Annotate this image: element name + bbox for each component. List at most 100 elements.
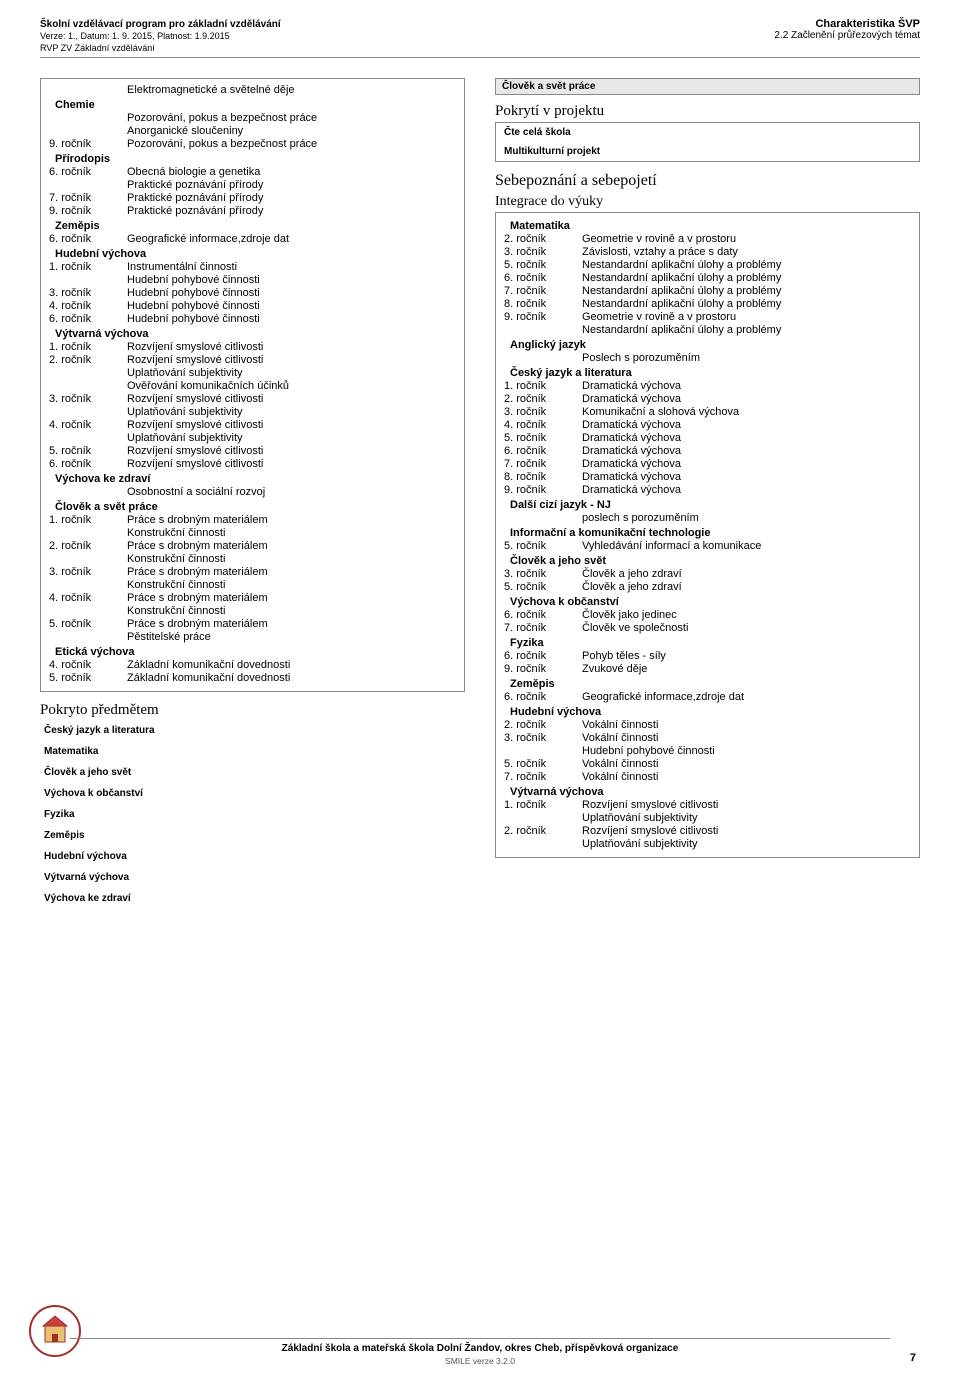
grade-label: 2. ročník bbox=[504, 233, 582, 245]
topic-row: Ověřování komunikačních účinků bbox=[49, 380, 456, 392]
grade-label: 6. ročník bbox=[504, 272, 582, 284]
topic-label: Uplatňování subjektivity bbox=[127, 367, 456, 379]
topic-label: Konstrukční činnosti bbox=[127, 527, 456, 539]
pokryto-list: Český jazyk a literaturaMatematikaČlověk… bbox=[40, 725, 465, 904]
topic-label: Dramatická výchova bbox=[582, 393, 911, 405]
topic-label: Geometrie v rovině a v prostoru bbox=[582, 311, 911, 323]
topic-label: Rozvíjení smyslové citlivosti bbox=[127, 341, 456, 353]
topic-row: 6. ročníkDramatická výchova bbox=[504, 445, 911, 457]
topic-label: Konstrukční činnosti bbox=[127, 553, 456, 565]
grade-label: 5. ročník bbox=[504, 758, 582, 770]
grade-label: 6. ročník bbox=[49, 233, 127, 245]
topic-label: Práce s drobným materiálem bbox=[127, 618, 456, 630]
topic-label: Hudební pohybové činnosti bbox=[582, 745, 911, 757]
topic-label: Praktické poznávání přírody bbox=[127, 192, 456, 204]
brand-title: Charakteristika ŠVP bbox=[774, 18, 920, 30]
topic-row: 6. ročníkPohyb těles - síly bbox=[504, 650, 911, 662]
cte-wrap: Čte celá škola Multikulturní projekt bbox=[495, 122, 920, 162]
topic-label: Konstrukční činnosti bbox=[127, 579, 456, 591]
topic-label: Praktické poznávání přírody bbox=[127, 205, 456, 217]
right-topics-block: Matematika2. ročníkGeometrie v rovině a … bbox=[495, 212, 920, 858]
topic-label: Geometrie v rovině a v prostoru bbox=[582, 233, 911, 245]
topic-label: Dramatická výchova bbox=[582, 432, 911, 444]
topic-label: Hudební pohybové činnosti bbox=[127, 300, 456, 312]
topic-label: Rozvíjení smyslové citlivosti bbox=[127, 419, 456, 431]
grade-label: 2. ročník bbox=[504, 825, 582, 837]
subject-heading: Další cizí jazyk - NJ bbox=[504, 499, 911, 511]
topic-label: Geografické informace,zdroje dat bbox=[127, 233, 456, 245]
topic-row: 6. ročníkGeografické informace,zdroje da… bbox=[49, 233, 456, 245]
grade-label bbox=[504, 745, 582, 757]
topic-row: 2. ročníkGeometrie v rovině a v prostoru bbox=[504, 233, 911, 245]
subject-heading: Výchova k občanství bbox=[504, 596, 911, 608]
topic-label: Práce s drobným materiálem bbox=[127, 566, 456, 578]
grade-label: 4. ročník bbox=[49, 592, 127, 604]
topic-label: Rozvíjení smyslové citlivosti bbox=[582, 799, 911, 811]
subject-heading: Hudební výchova bbox=[504, 706, 911, 718]
topic-row: Konstrukční činnosti bbox=[49, 605, 456, 617]
topic-label: Geografické informace,zdroje dat bbox=[582, 691, 911, 703]
topic-label: Pozorování, pokus a bezpečnost práce bbox=[127, 138, 456, 150]
topic-label: Konstrukční činnosti bbox=[127, 605, 456, 617]
grade-label bbox=[49, 179, 127, 191]
subject-heading: Etická výchova bbox=[49, 646, 456, 658]
topic-label: Rozvíjení smyslové citlivosti bbox=[127, 354, 456, 366]
grade-label: 9. ročník bbox=[504, 484, 582, 496]
grade-label: 6. ročník bbox=[504, 445, 582, 457]
grade-label: 5. ročník bbox=[504, 259, 582, 271]
topic-row: 3. ročníkHudební pohybové činnosti bbox=[49, 287, 456, 299]
cte-item: Multikulturní projekt bbox=[495, 142, 920, 162]
topic-label: Ověřování komunikačních účinků bbox=[127, 380, 456, 392]
grade-label bbox=[504, 512, 582, 524]
topic-label: Dramatická výchova bbox=[582, 445, 911, 457]
grade-label bbox=[49, 406, 127, 418]
subject-heading: Zeměpis bbox=[504, 678, 911, 690]
topic-row: 2. ročníkVokální činnosti bbox=[504, 719, 911, 731]
grade-label bbox=[504, 838, 582, 850]
grade-label: 3. ročník bbox=[504, 568, 582, 580]
topic-row: 2. ročníkPráce s drobným materiálem bbox=[49, 540, 456, 552]
sebe-title: Sebepoznání a sebepojetí bbox=[495, 172, 920, 190]
grade-label: 6. ročník bbox=[49, 166, 127, 178]
subject-heading: Chemie bbox=[49, 99, 456, 111]
topic-row: 8. ročníkNestandardní aplikační úlohy a … bbox=[504, 298, 911, 310]
topic-row: 5. ročníkVokální činnosti bbox=[504, 758, 911, 770]
topic-row: Pěstitelské práce bbox=[49, 631, 456, 643]
grade-label: 7. ročník bbox=[49, 192, 127, 204]
topic-label: Práce s drobným materiálem bbox=[127, 540, 456, 552]
subject-heading: Zeměpis bbox=[49, 220, 456, 232]
topic-row: Konstrukční činnosti bbox=[49, 527, 456, 539]
grade-label: 2. ročník bbox=[49, 540, 127, 552]
topic-label: Uplatňování subjektivity bbox=[582, 838, 911, 850]
grade-label: 4. ročník bbox=[49, 659, 127, 671]
grade-label: 8. ročník bbox=[504, 298, 582, 310]
footer-smile: SMILE verze 3.2.0 bbox=[0, 1356, 960, 1366]
topic-label: Základní komunikační dovednosti bbox=[127, 659, 456, 671]
grade-label: 6. ročník bbox=[504, 650, 582, 662]
grade-label: 4. ročník bbox=[504, 419, 582, 431]
topic-label: Vokální činnosti bbox=[582, 732, 911, 744]
topic-row: Hudební pohybové činnosti bbox=[49, 274, 456, 286]
topic-label: Nestandardní aplikační úlohy a problémy bbox=[582, 285, 911, 297]
grade-label bbox=[49, 527, 127, 539]
topic-row: 9. ročníkDramatická výchova bbox=[504, 484, 911, 496]
topic-label: Hudební pohybové činnosti bbox=[127, 287, 456, 299]
grade-label: 3. ročník bbox=[504, 406, 582, 418]
topic-label: Dramatická výchova bbox=[582, 380, 911, 392]
version-line: Verze: 1., Datum: 1. 9. 2015, Platnost: … bbox=[40, 31, 281, 43]
grade-label bbox=[504, 324, 582, 336]
grade-label: 5. ročník bbox=[49, 618, 127, 630]
topic-label: Uplatňování subjektivity bbox=[127, 432, 456, 444]
grade-label bbox=[49, 605, 127, 617]
page-number: 7 bbox=[910, 1352, 916, 1364]
topic-label: Elektromagnetické a světelné děje bbox=[127, 84, 456, 96]
grade-label bbox=[49, 274, 127, 286]
topic-row: Uplatňování subjektivity bbox=[504, 838, 911, 850]
topic-label: Vokální činnosti bbox=[582, 771, 911, 783]
topic-label: Pozorování, pokus a bezpečnost práce bbox=[127, 112, 456, 124]
topic-row: Nestandardní aplikační úlohy a problémy bbox=[504, 324, 911, 336]
grade-label: 9. ročník bbox=[49, 138, 127, 150]
topic-row: 2. ročníkRozvíjení smyslové citlivosti bbox=[49, 354, 456, 366]
grade-label bbox=[504, 352, 582, 364]
topic-row: 5. ročníkPráce s drobným materiálem bbox=[49, 618, 456, 630]
